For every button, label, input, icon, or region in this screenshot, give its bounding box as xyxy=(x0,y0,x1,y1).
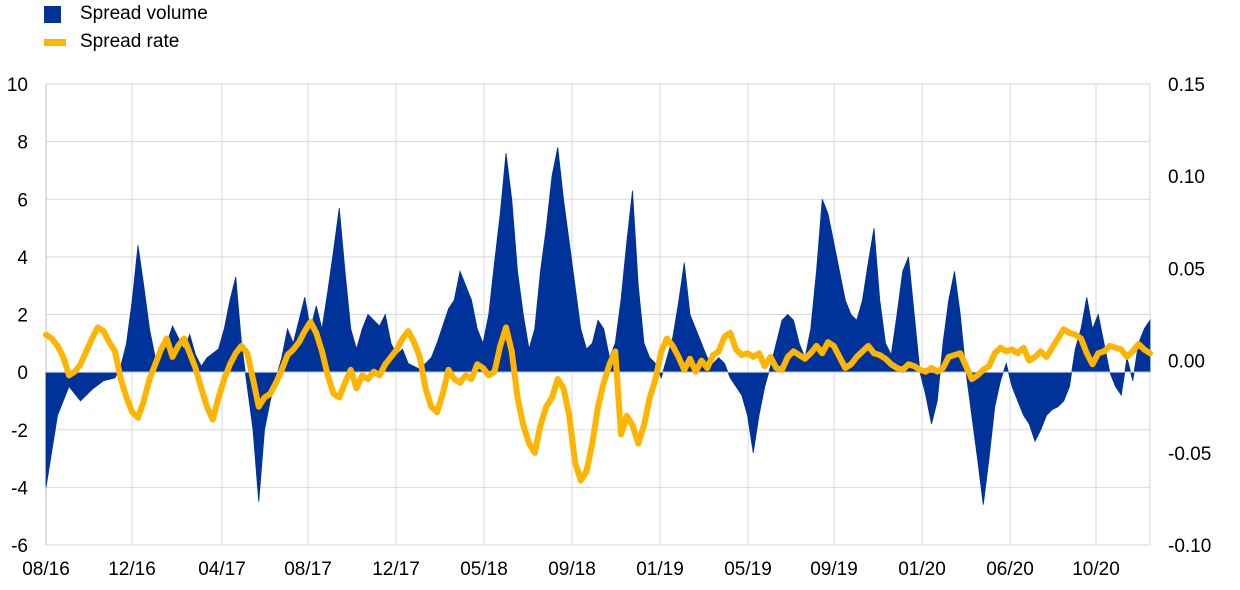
x-tick-label: 09/19 xyxy=(810,559,858,580)
y-right-tick-label: 0.15 xyxy=(1168,75,1205,96)
legend-label-spread-rate: Spread rate xyxy=(80,31,180,52)
x-tick-label: 01/20 xyxy=(898,559,946,580)
y-right-tick-label: -0.05 xyxy=(1168,444,1211,465)
x-tick-label: 05/18 xyxy=(460,559,508,580)
y-left-tick-label: 0 xyxy=(17,363,28,384)
legend-label-spread-volume: Spread volume xyxy=(80,3,208,24)
x-tick-label: 12/16 xyxy=(108,559,156,580)
y-left-tick-label: -6 xyxy=(11,536,28,557)
legend-swatch-spread-volume xyxy=(44,5,61,23)
y-right-tick-label: 0.05 xyxy=(1168,259,1205,280)
x-tick-label: 01/19 xyxy=(636,559,684,580)
legend: Spread volume Spread rate xyxy=(44,0,208,56)
y-left-tick-label: 2 xyxy=(17,306,28,327)
x-tick-label: 08/17 xyxy=(284,559,332,580)
x-tick-label: 04/17 xyxy=(198,559,246,580)
x-tick-label: 06/20 xyxy=(986,559,1034,580)
y-left-tick-label: -2 xyxy=(11,421,28,442)
axis-ticks: 10 8 6 4 2 0 -2 -4 -6 0.15 0.10 0.05 0.00 -0.05 -0.10 0… xyxy=(7,75,1211,580)
x-tick-label: 10/20 xyxy=(1072,559,1120,580)
y-right-tick-label: -0.10 xyxy=(1168,536,1211,557)
legend-swatch-spread-rate xyxy=(44,38,66,46)
legend-item-spread-volume: Spread volume xyxy=(44,0,208,28)
y-left-tick-label: -4 xyxy=(11,478,28,499)
spread-rate-line-layer xyxy=(43,318,1153,484)
y-right-tick-label: 0.10 xyxy=(1168,167,1205,188)
y-right-tick-label: 0.00 xyxy=(1168,352,1205,373)
y-left-tick-label: 4 xyxy=(17,248,28,269)
spread-volume-area-layer xyxy=(45,147,1151,505)
spread-volume-area xyxy=(45,147,1151,505)
spread-rate-line xyxy=(43,318,1153,484)
x-tick-label: 12/17 xyxy=(372,559,420,580)
y-left-tick-label: 6 xyxy=(17,190,28,211)
x-tick-label: 05/19 xyxy=(724,559,772,580)
y-left-tick-label: 8 xyxy=(17,133,28,154)
y-left-tick-label: 10 xyxy=(7,75,28,96)
legend-item-spread-rate: Spread rate xyxy=(44,28,208,56)
x-tick-label: 08/16 xyxy=(22,559,70,580)
x-tick-label: 09/18 xyxy=(548,559,596,580)
